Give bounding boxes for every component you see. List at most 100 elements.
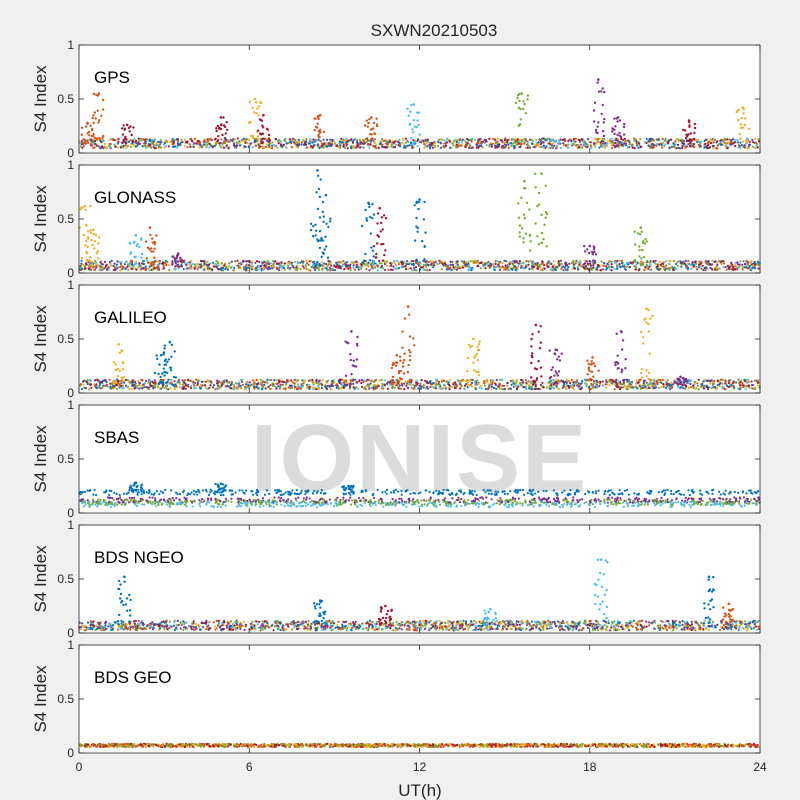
data-point [569,381,572,384]
data-point [295,266,298,269]
spike-point [98,119,101,122]
data-point [245,267,248,270]
spike-point [216,124,219,128]
data-point [107,144,110,147]
data-point [651,385,655,388]
data-point [267,144,271,147]
spike-point [151,261,154,264]
data-point [700,267,703,270]
data-point [665,264,668,267]
data-point [691,145,694,148]
spike-point [640,230,643,233]
spike-point [80,126,84,129]
data-point [689,144,692,147]
data-point [495,265,498,268]
data-point [550,268,554,271]
spike-point [538,265,541,268]
data-point [329,267,332,270]
data-point [486,264,489,267]
spike [257,113,271,145]
data-point [349,379,352,382]
data-point [639,387,643,390]
spike-point [376,234,379,237]
data-point [691,263,694,266]
data-point [272,259,275,263]
spike-point [95,252,98,255]
data-point [681,140,684,143]
spike-point [693,131,696,135]
spike-point [215,129,218,133]
spike-point [93,247,96,250]
data-point [491,262,494,265]
data-point [490,264,493,267]
data-point [480,142,483,145]
data-point [475,146,478,149]
data-point [353,145,356,148]
data-point [681,146,684,150]
data-point [516,261,519,264]
data-point [258,260,261,263]
data-point [168,268,171,272]
data-point [348,386,351,389]
data-point [289,141,292,144]
data-point [199,387,202,390]
data-point [218,386,222,389]
data-point [441,261,444,264]
data-point [226,138,229,141]
data-point [645,137,648,140]
data-point [562,142,565,145]
data-point [744,388,747,391]
spike-point [618,119,622,122]
data-point [689,382,692,386]
spike-point [593,120,596,123]
spike-point [379,230,382,233]
data-point [157,140,160,143]
spike-point [415,216,418,220]
data-point [415,269,418,272]
data-point [389,383,392,386]
data-point [469,144,472,147]
data-point [577,261,580,264]
data-point [613,268,616,271]
data-point [192,145,195,148]
data-point [371,267,375,270]
data-point [403,382,406,385]
spike-point [423,258,426,261]
data-point [712,146,715,149]
data-point [381,145,384,148]
data-point [177,143,181,146]
data-point [518,382,522,385]
spike-point [150,247,153,250]
data-point [228,261,231,264]
data-point [553,264,556,267]
data-point [637,269,640,272]
data-point [119,146,122,149]
spike-point [367,261,370,264]
spike-point [636,232,640,235]
data-point [473,138,477,141]
data-point [655,144,658,147]
data-point [222,139,225,142]
data-point [305,259,308,262]
data-point [661,378,664,381]
data-point [481,146,484,149]
data-point [390,143,393,146]
spike-point [320,255,323,258]
data-point [470,140,473,143]
data-point [571,267,574,270]
data-point [567,140,570,143]
data-point [460,385,463,388]
data-point [589,141,592,144]
data-point [182,268,185,271]
data-point [680,386,683,389]
data-point [279,265,282,268]
data-point [145,386,149,389]
data-point [460,379,463,382]
data-point [416,145,419,148]
data-point [751,264,755,267]
spike-point [368,205,371,209]
spike-peak [148,226,152,229]
data-point [520,383,523,386]
data-point [751,266,754,270]
spike-point [365,219,369,222]
